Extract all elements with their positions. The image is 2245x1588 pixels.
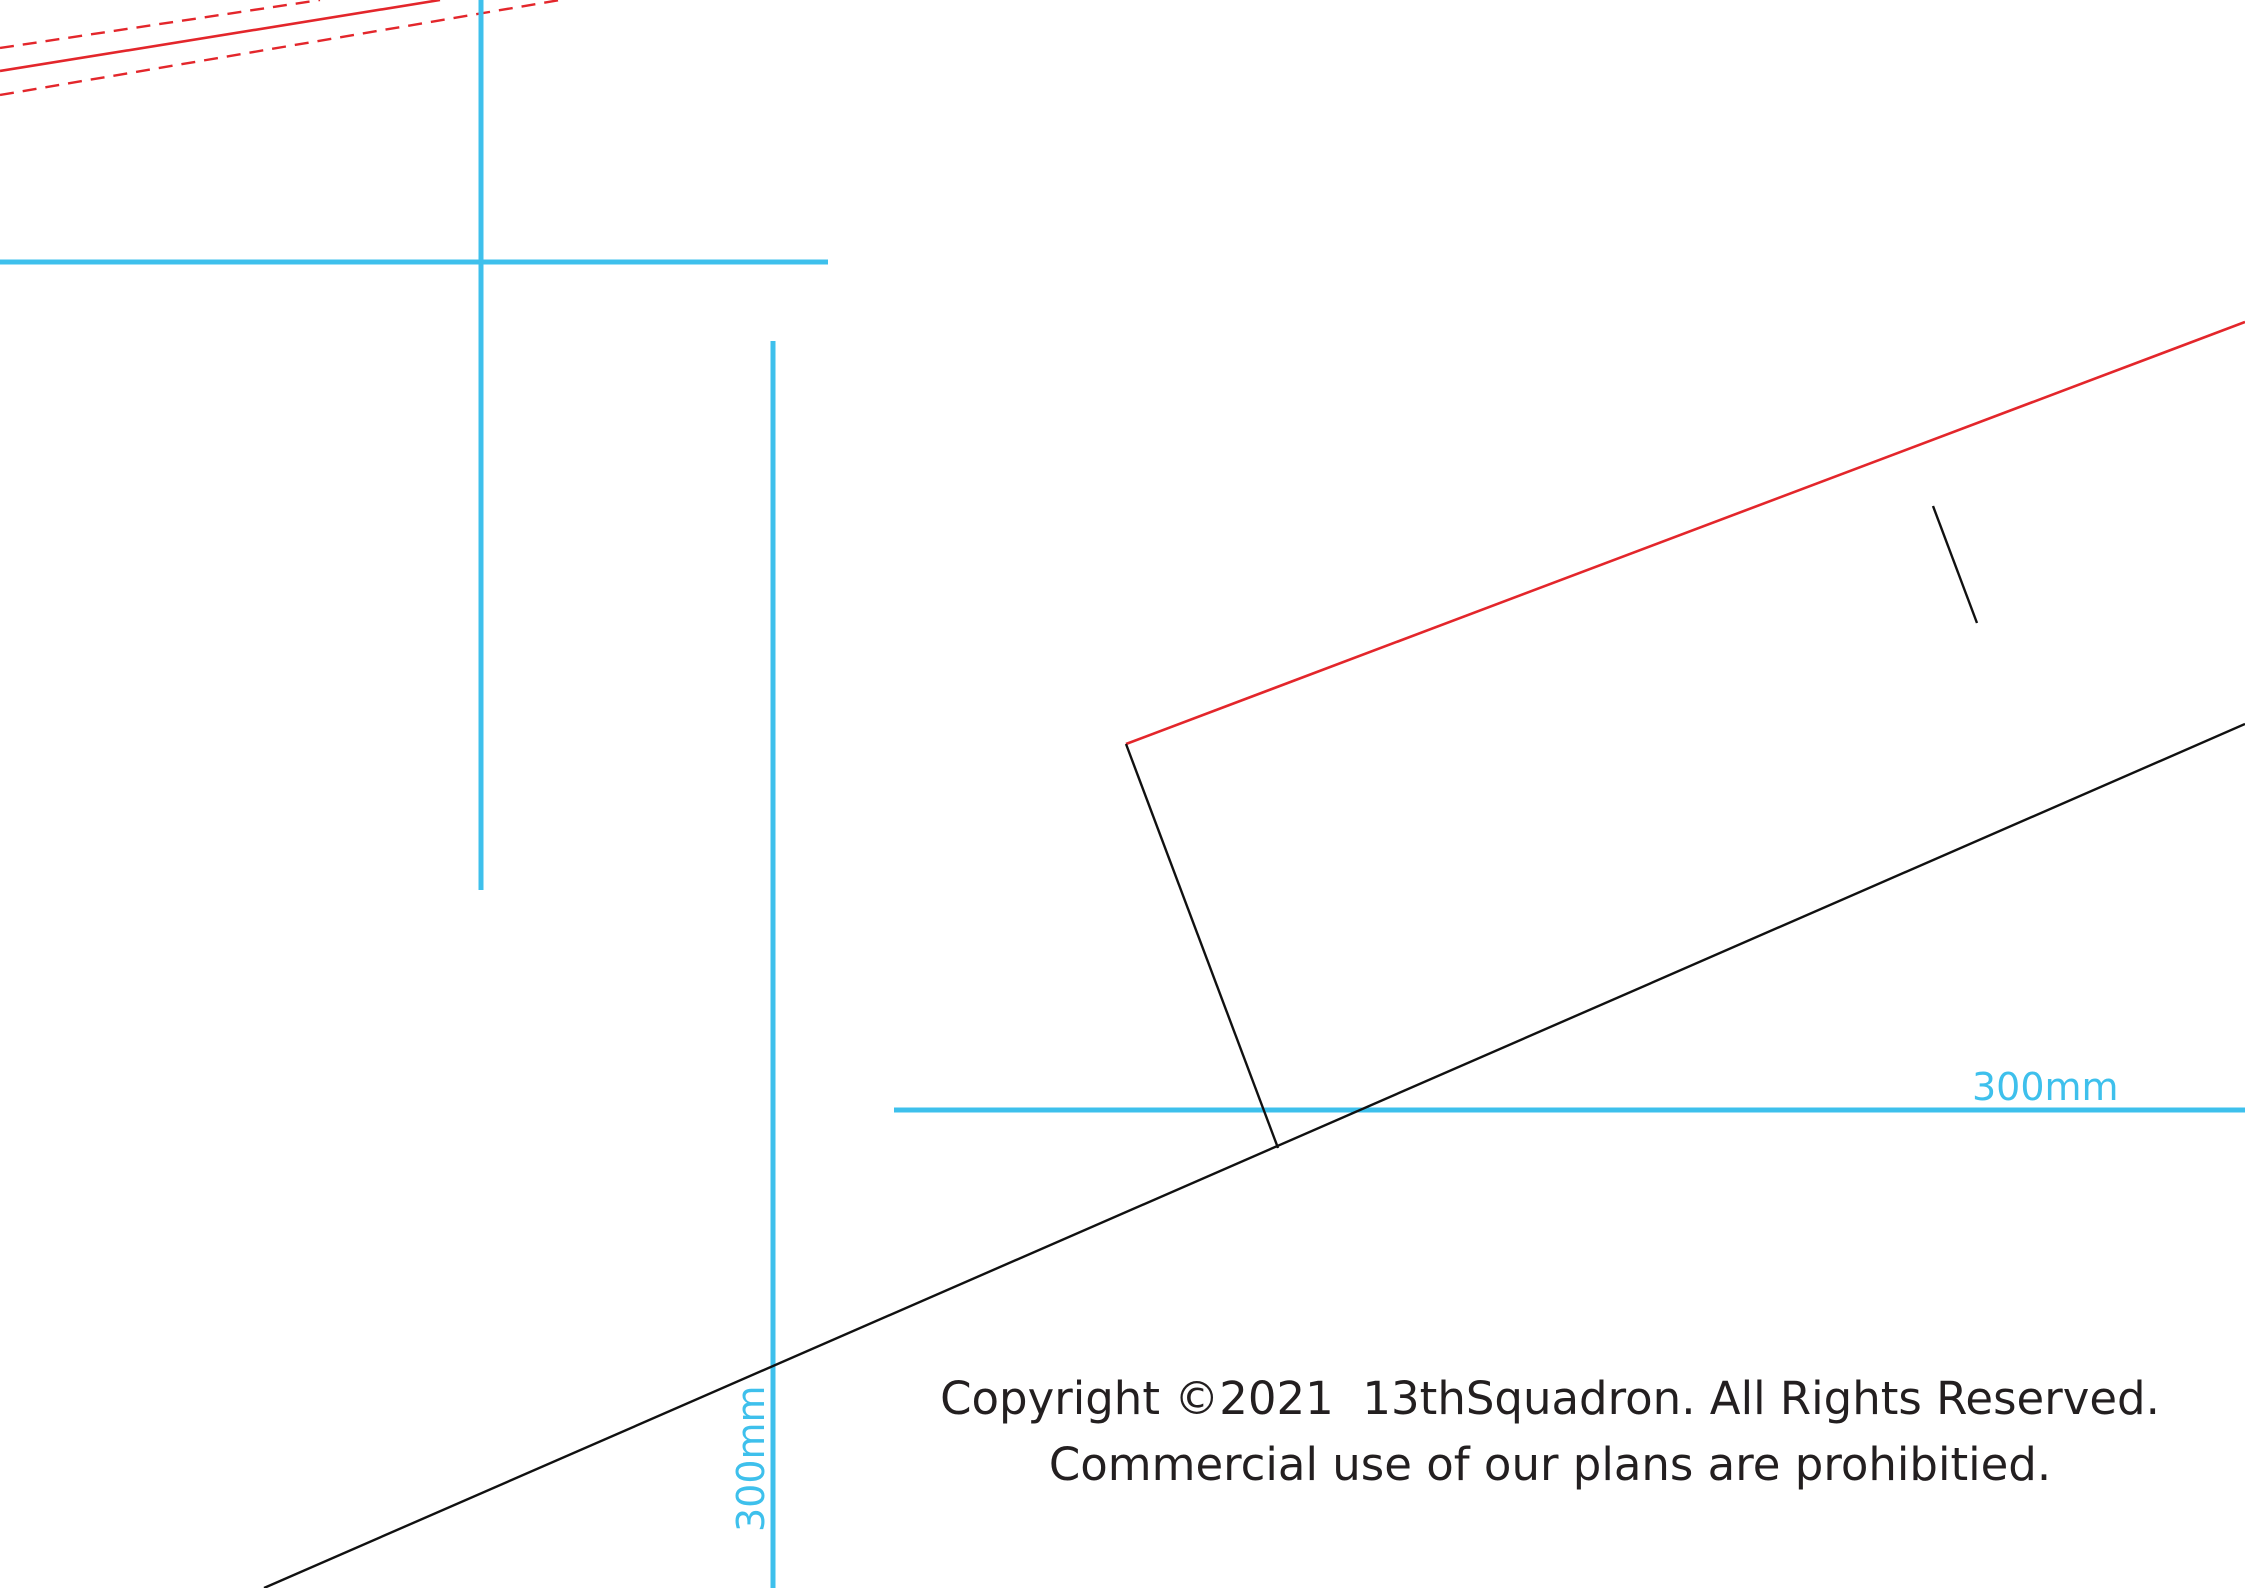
dimension-label-horizontal: 300mm (1972, 1065, 2119, 1109)
cut-line-dashed-lower (0, 0, 561, 97)
dimension-label-vertical: 300mm (729, 1385, 773, 1532)
cut-line-top (0, 0, 441, 73)
fold-line-panel-left (1124, 743, 1280, 1149)
cut-line-dashed-top (0, 0, 321, 50)
fold-line-short-mark (1931, 505, 1979, 624)
fold-line-long-diagonal (263, 722, 2245, 1588)
copyright-notice: Copyright ©2021 13thSquadron. All Rights… (890, 1366, 2210, 1498)
cut-line-panel-top (1125, 320, 2245, 746)
copyright-line: Copyright ©2021 13thSquadron. All Rights… (940, 1372, 2160, 1425)
commercial-use-line: Commercial use of our plans are prohibit… (1048, 1438, 2052, 1491)
